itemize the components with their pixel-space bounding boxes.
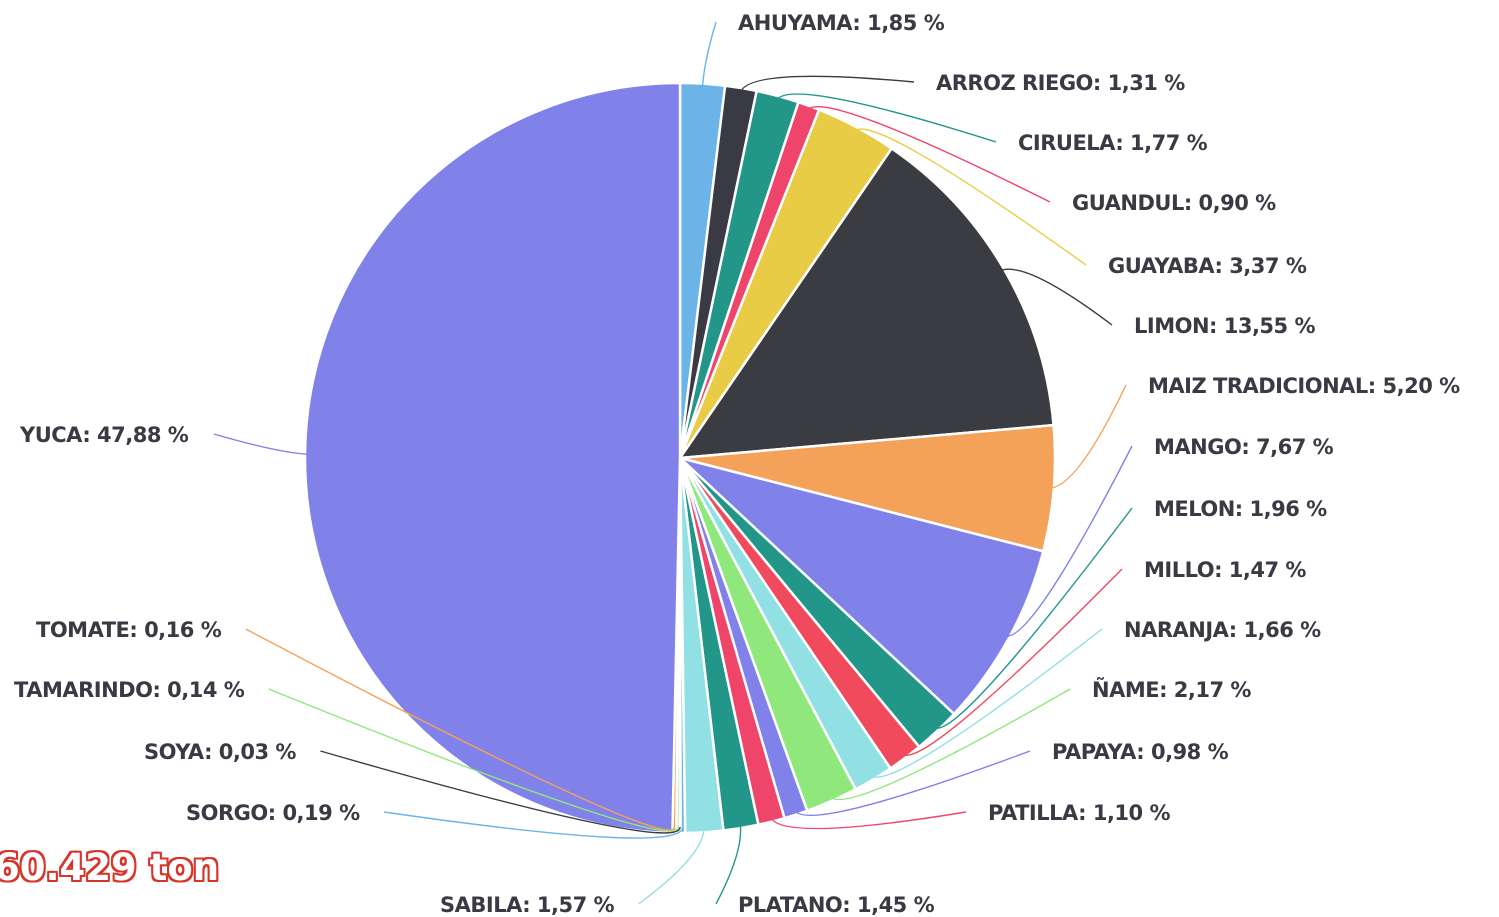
label-millo: MILLO: 1,47 % — [1144, 558, 1306, 582]
slice-mango — [679, 456, 1045, 716]
leader-soya — [320, 750, 681, 834]
label-limon: LIMON: 13,55 % — [1134, 314, 1315, 338]
label-sorgo: SORGO: 0,19 % — [186, 801, 360, 825]
label-name: ÑAME: 2,17 % — [1092, 677, 1251, 702]
leader-ñame — [828, 688, 1071, 801]
label-maiz-tradicional: MAIZ TRADICIONAL: 5,20 % — [1148, 374, 1460, 398]
leader-lines — [213, 21, 1133, 905]
leader-yuca — [213, 433, 312, 455]
leader-ciruela — [775, 93, 997, 143]
label-guayaba: GUAYABA: 3,37 % — [1108, 254, 1307, 278]
leader-mango — [1003, 445, 1133, 637]
leader-arroz-riego — [739, 75, 915, 95]
leader-sorgo — [383, 811, 684, 839]
label-platano: PLATANO: 1,45 % — [738, 893, 935, 917]
pie-slices — [303, 81, 1057, 835]
slice-yuca — [303, 81, 682, 835]
label-tamarindo: TAMARINDO: 0,14 % — [14, 678, 245, 702]
leader-millo — [900, 568, 1123, 756]
leader-papaya — [793, 750, 1031, 817]
label-naranja: NARANJA: 1,66 % — [1124, 618, 1321, 642]
label-soya: SOYA: 0,03 % — [144, 740, 296, 764]
leader-guandul — [806, 105, 1051, 203]
leader-guayaba — [853, 128, 1087, 266]
label-patilla: PATILLA: 1,10 % — [988, 801, 1170, 825]
label-papaya: PAPAYA: 0,98 % — [1052, 740, 1229, 764]
leader-limon — [998, 268, 1113, 326]
label-sabila: SABILA: 1,57 % — [440, 893, 615, 917]
leader-sabila — [638, 826, 705, 905]
leader-maiz-tradicional — [1047, 384, 1127, 489]
label-guandul: GUANDUL: 0,90 % — [1072, 191, 1276, 215]
label-ahuyama: AHUYAMA: 1,85 % — [738, 11, 945, 35]
leader-ahuyama — [701, 21, 717, 90]
leader-platano — [715, 821, 742, 905]
label-tomate: TOMATE: 0,16 % — [36, 618, 222, 642]
label-mango: MANGO: 7,67 % — [1154, 435, 1334, 459]
leader-tomate — [245, 628, 676, 831]
slice-limon — [677, 146, 1055, 460]
leader-tamarindo — [268, 688, 679, 832]
leader-naranja — [869, 628, 1103, 778]
leader-patilla — [769, 811, 967, 830]
label-melon: MELON: 1,96 % — [1154, 497, 1327, 521]
label-ciruela: CIRUELA: 1,77 % — [1018, 131, 1208, 155]
label-yuca: YUCA: 47,88 % — [19, 423, 189, 447]
leader-melon — [932, 507, 1133, 729]
total-tonnage-overlay: 60.429 ton — [0, 846, 220, 889]
label-arroz-riego: ARROZ RIEGO: 1,31 % — [936, 71, 1185, 95]
